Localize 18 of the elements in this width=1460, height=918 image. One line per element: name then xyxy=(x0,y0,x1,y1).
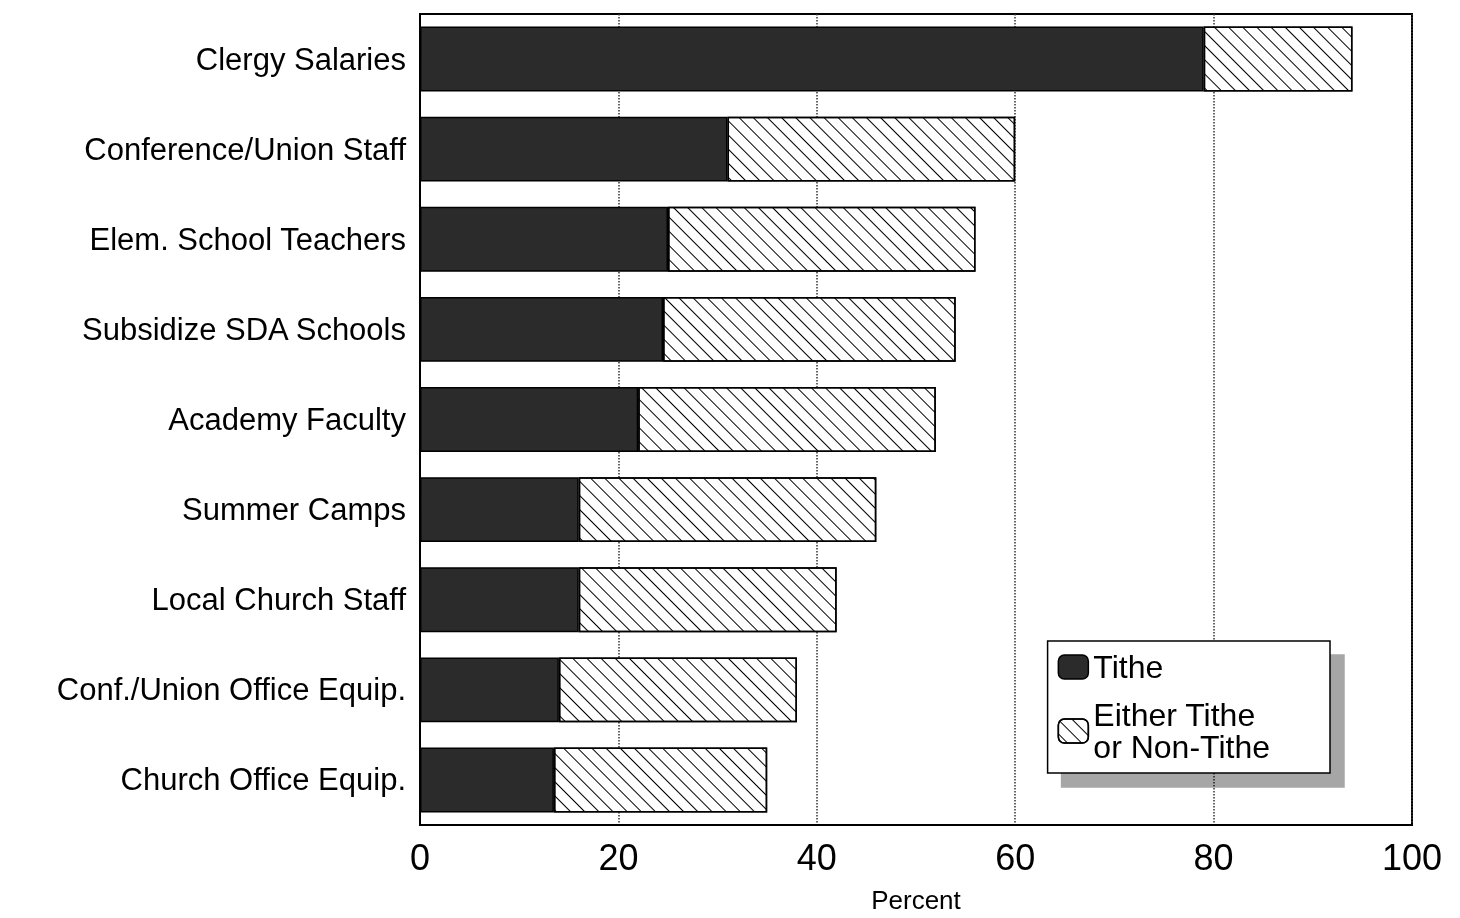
y-tick-label: Conf./Union Office Equip. xyxy=(56,672,406,708)
x-tick-label: 80 xyxy=(1193,836,1234,878)
y-tick-label: Academy Faculty xyxy=(168,402,407,437)
legend-label: Either Tithe or Non-Tithe xyxy=(1093,697,1270,765)
x-tick-label: 20 xyxy=(598,836,639,878)
y-tick-label: Summer Camps xyxy=(182,492,406,528)
y-tick-label: Church Office Equip. xyxy=(120,762,406,798)
y-tick-label: Elem. School Teachers xyxy=(89,221,406,257)
y-tick-label: Subsidize SDA Schools xyxy=(82,311,406,347)
legend-label: Tithe xyxy=(1093,649,1164,685)
y-tick-label: Clergy Salaries xyxy=(195,41,406,77)
x-tick-label: 0 xyxy=(409,836,431,878)
y-tick-label: Local Church Staff xyxy=(151,582,407,618)
x-tick-label: 40 xyxy=(796,836,837,878)
x-tick-label: 60 xyxy=(995,836,1036,878)
x-tick-label: 100 xyxy=(1381,836,1443,878)
x-axis-title: Percent xyxy=(871,885,962,915)
y-tick-label: Conference/Union Staff xyxy=(84,131,407,167)
